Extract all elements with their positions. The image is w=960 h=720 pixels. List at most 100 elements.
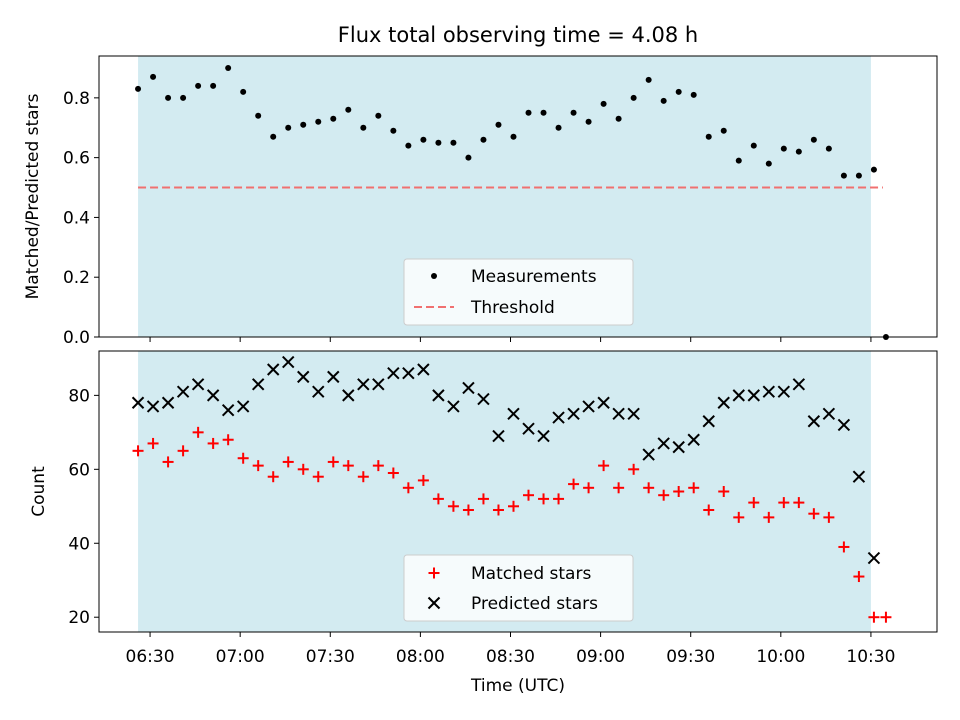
- matched-star-point: [507, 500, 519, 512]
- measurement-point: [750, 142, 757, 149]
- measurement-point: [645, 76, 652, 83]
- matched-star-point: [282, 456, 294, 468]
- measurement-point: [630, 94, 637, 101]
- matched-star-point: [252, 460, 264, 472]
- xtick-label: 08:30: [486, 647, 535, 667]
- matched-star-point: [327, 456, 339, 468]
- bottom-panel: 20 40 60 80 06:30 07:00 07:30 08:00 08:30 09:00 0…: [29, 350, 938, 696]
- bottom-ytick-label: 20: [68, 608, 90, 628]
- predicted-star-point: [702, 415, 715, 428]
- matched-star-point: [132, 445, 144, 457]
- top-ytick-label: 0.8: [63, 89, 90, 109]
- top-y-axis-label: Matched/Predicted stars: [23, 93, 43, 299]
- top-legend-box: [403, 258, 634, 326]
- x-axis-label: Time (UTC): [470, 676, 565, 696]
- bottom-ytick-label: 80: [68, 386, 90, 406]
- predicted-star-point: [206, 389, 220, 402]
- matched-star-point: [237, 452, 249, 464]
- bottom-ytick-label: 40: [68, 534, 90, 554]
- predicted-star-point: [402, 366, 415, 380]
- top-measurement-points: [135, 64, 889, 340]
- predicted-star-point: [717, 396, 730, 409]
- legend-dot-glyph: [431, 273, 437, 279]
- predicted-star-point: [131, 396, 145, 409]
- measurement-point: [435, 139, 442, 146]
- measurement-point: [135, 85, 142, 92]
- predicted-star-point: [146, 400, 160, 413]
- measurement-point: [600, 100, 607, 107]
- predicted-star-point: [477, 392, 490, 406]
- matched-star-point: [492, 504, 504, 516]
- matched-star-point: [192, 426, 204, 438]
- measurement-point: [270, 133, 277, 140]
- matched-star-point: [688, 482, 700, 494]
- predicted-star-point: [236, 400, 250, 413]
- measurement-point: [150, 73, 157, 80]
- matched-star-point: [147, 437, 159, 449]
- predicted-star-point: [432, 389, 445, 402]
- measurement-point: [615, 115, 622, 122]
- measurement-point: [450, 139, 457, 146]
- matched-star-point: [372, 460, 384, 472]
- matched-star-point: [447, 500, 459, 512]
- top-legend: Measurements Threshold: [403, 258, 634, 326]
- matched-star-point: [763, 511, 775, 523]
- predicted-star-point: [582, 400, 595, 413]
- measurement-point: [405, 142, 412, 149]
- predicted-star-point: [687, 433, 700, 446]
- predicted-star-point: [597, 396, 610, 409]
- xtick-label: 10:00: [756, 647, 805, 667]
- measurement-point: [870, 166, 877, 173]
- measurement-point: [540, 109, 547, 116]
- measurement-point: [255, 112, 262, 119]
- bottom-legend: Matched stars Predicted stars: [403, 554, 634, 622]
- matched-star-point: [387, 467, 399, 479]
- predicted-star-point: [176, 385, 190, 398]
- matched-star-point: [598, 460, 610, 472]
- predicted-star-point: [327, 370, 340, 384]
- measurement-point: [360, 124, 367, 131]
- matched-star-point: [432, 493, 444, 505]
- top-ytick-label: 0.2: [63, 268, 90, 288]
- bottom-legend-box: [403, 554, 634, 622]
- predicted-star-point: [777, 385, 791, 398]
- matched-star-point: [703, 504, 715, 516]
- predicted-star-point: [657, 437, 670, 450]
- xtick-label: 07:30: [306, 647, 355, 667]
- top-panel: 0.00.20.40.60.8 Matched/Predicted stars …: [23, 55, 938, 348]
- measurement-point: [780, 145, 787, 152]
- measurement-point: [810, 136, 817, 143]
- matched-star-point: [417, 474, 429, 486]
- predicted-star-point: [387, 366, 400, 380]
- legend-predicted-stars-marker: [427, 596, 441, 610]
- measurement-point: [840, 172, 847, 179]
- predicted-star-point: [312, 385, 325, 398]
- matched-star-point: [880, 611, 892, 623]
- matched-star-point: [222, 434, 234, 446]
- matched-star-point: [267, 471, 279, 483]
- matched-star-point: [808, 508, 820, 520]
- predicted-star-point: [672, 440, 685, 454]
- predicted-star-point: [537, 429, 550, 443]
- measurement-point: [510, 133, 517, 140]
- measurement-point: [375, 112, 382, 119]
- legend-measurements-label: Measurements: [471, 267, 597, 287]
- measurement-point: [165, 94, 172, 101]
- measurement-point: [420, 136, 427, 143]
- matched-star-point: [673, 486, 685, 497]
- chart-title: Flux total observing time = 4.08 h: [338, 23, 698, 47]
- predicted-star-point: [372, 378, 385, 391]
- matched-star-point: [793, 497, 805, 509]
- predicted-star-point: [267, 363, 280, 376]
- predicted-star-point: [417, 363, 430, 376]
- measurement-point: [675, 88, 682, 95]
- measurement-point: [195, 82, 202, 89]
- measurement-point: [570, 109, 577, 116]
- matched-star-point: [357, 471, 369, 483]
- matched-star-point: [748, 497, 760, 509]
- top-ytick-label: 0.0: [63, 328, 90, 348]
- predicted-star-point: [627, 407, 640, 421]
- measurement-point: [585, 118, 592, 125]
- legend-matched-stars-label: Matched stars: [471, 564, 591, 584]
- measurement-point: [330, 115, 337, 122]
